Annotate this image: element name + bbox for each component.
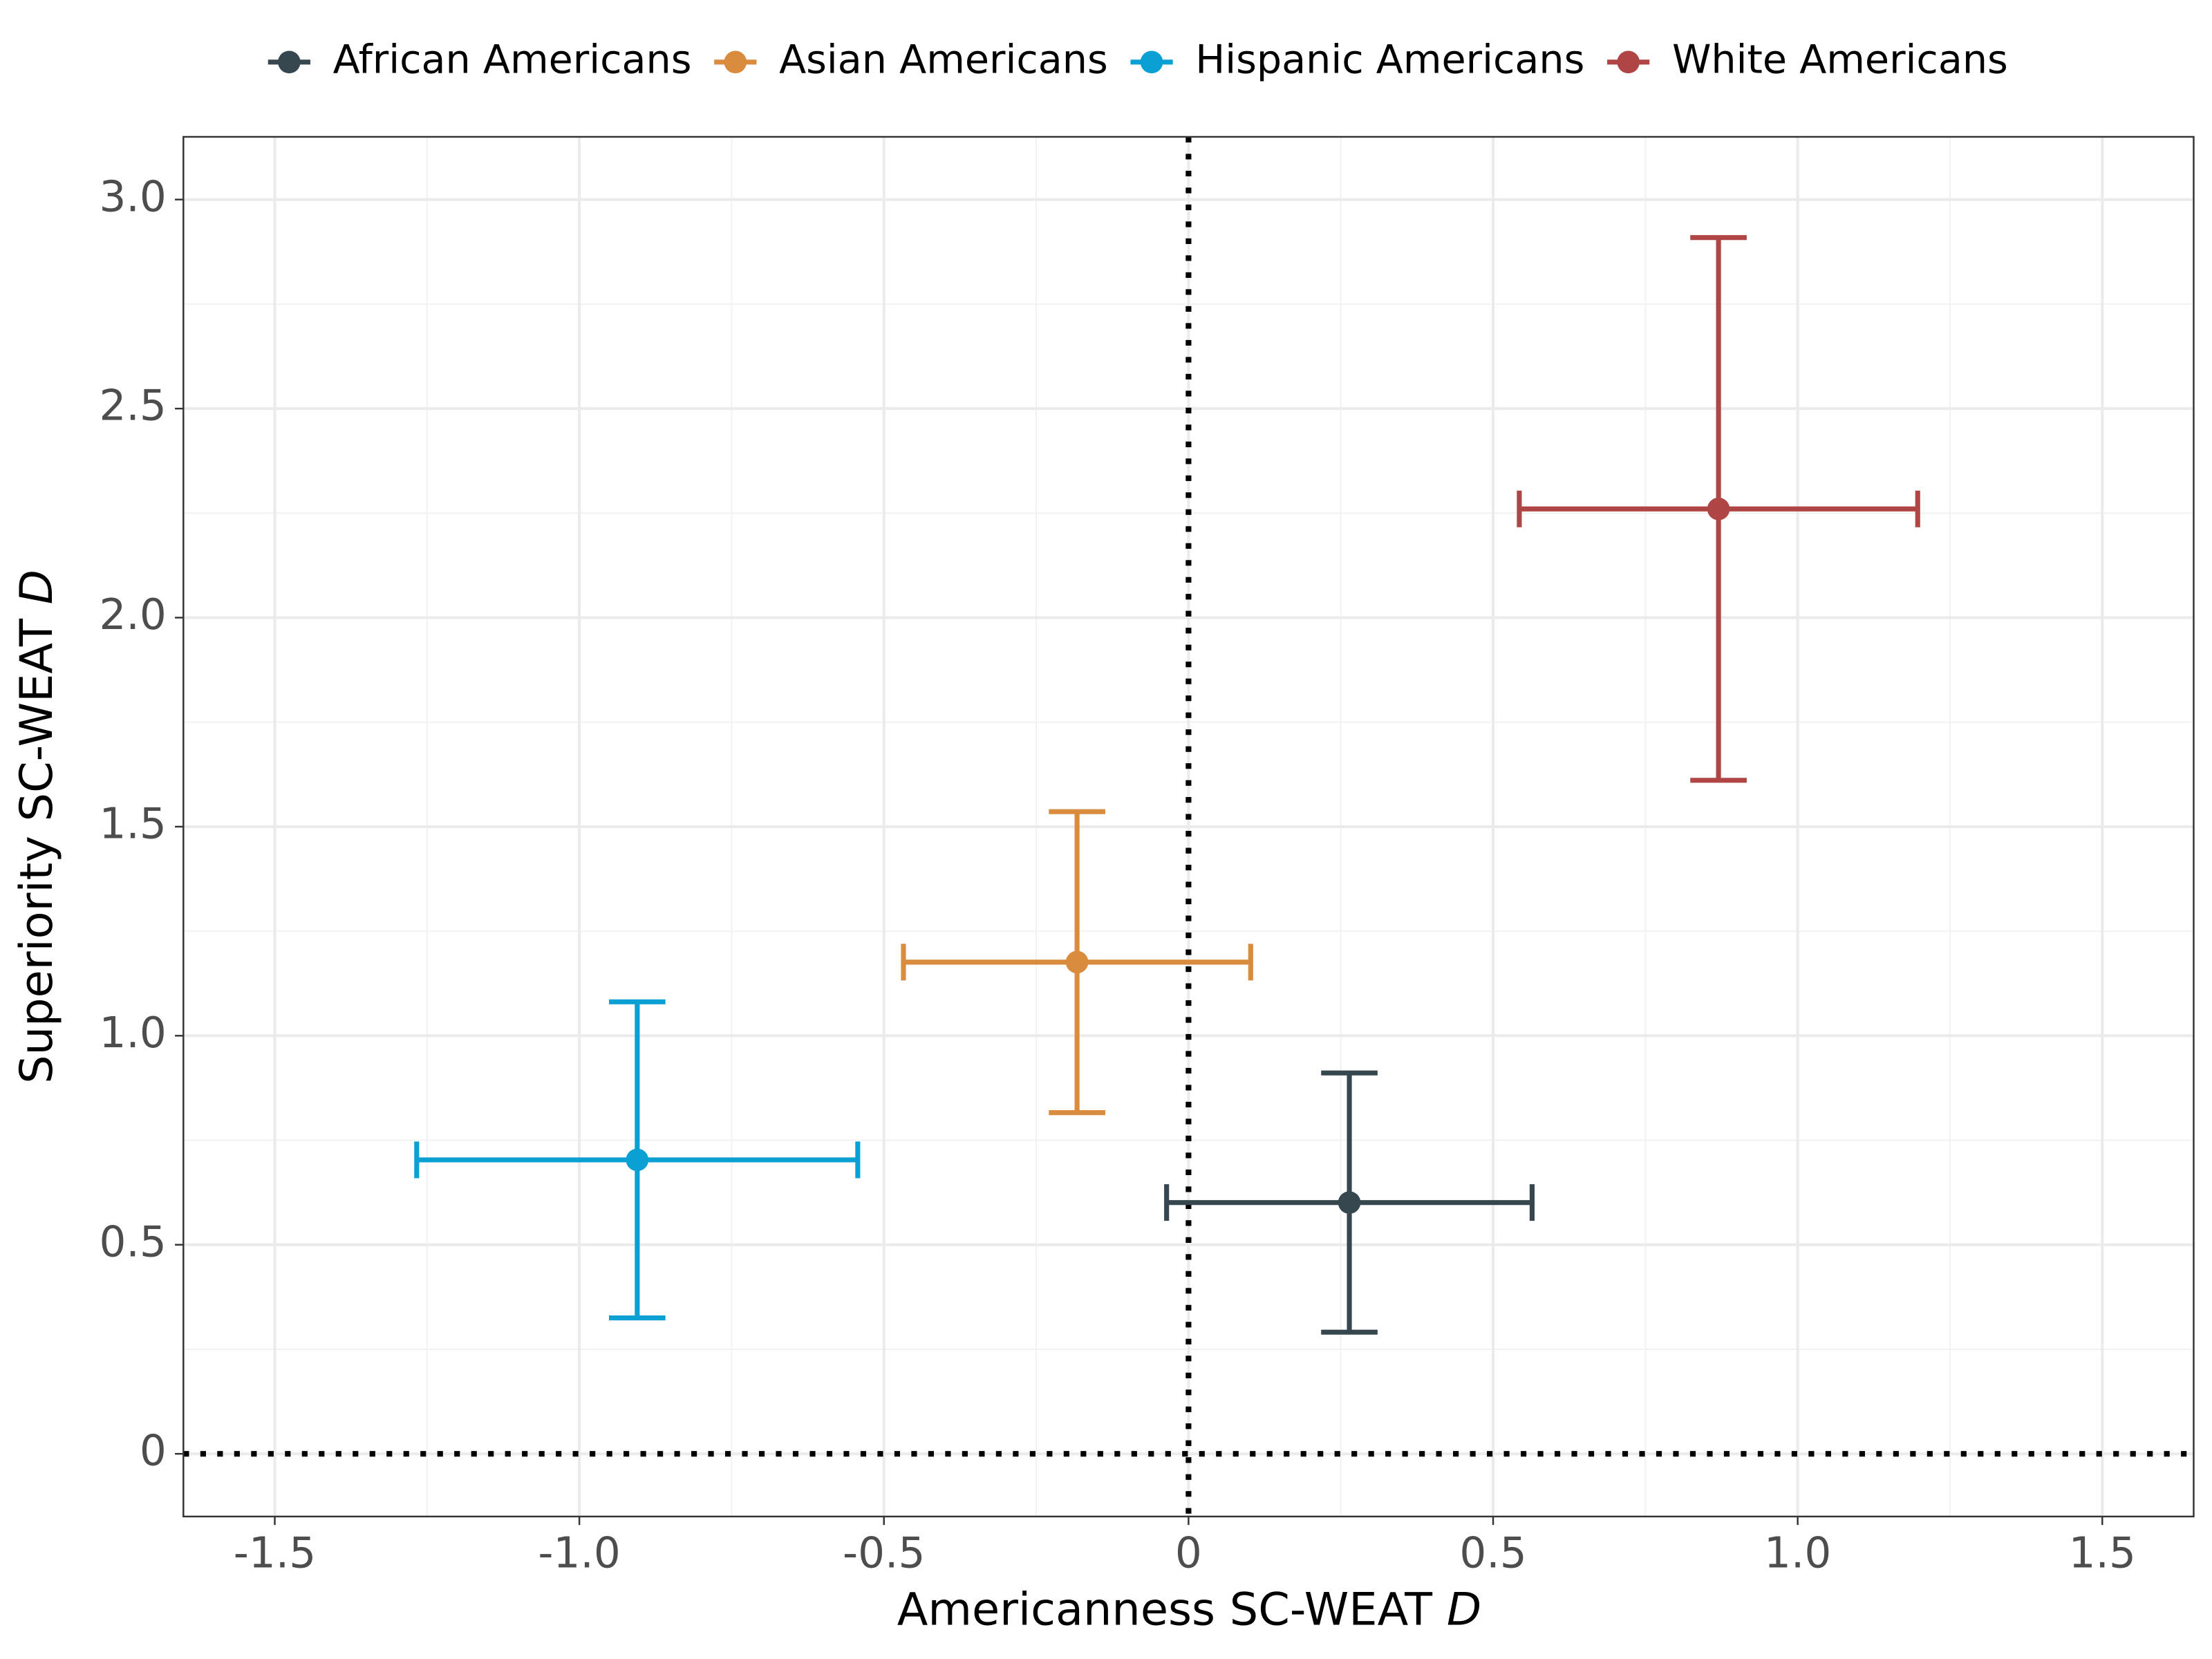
- y-axis-title: Superiority SC-WEAT D: [10, 570, 63, 1084]
- x-tick-label: -0.5: [843, 1529, 925, 1578]
- point: [1338, 1191, 1361, 1214]
- plot-border: [182, 135, 2195, 1518]
- y-tick-label: 0: [140, 1427, 167, 1476]
- plot: [183, 136, 2194, 1517]
- point: [626, 1148, 649, 1172]
- y-axis-title-symbol: D: [10, 570, 63, 604]
- legend-label: Hispanic Americans: [1195, 37, 1584, 82]
- legend-marker: [1617, 50, 1640, 74]
- legend-label: Asian Americans: [779, 37, 1108, 82]
- x-tick-label: 0: [1175, 1529, 1202, 1578]
- x-axis-title-symbol: D: [1447, 1584, 1481, 1636]
- x-tick-label: -1.0: [538, 1529, 620, 1578]
- y-tick-label: 2.5: [99, 382, 166, 431]
- x-axis-title: Americanness SC-WEAT D: [897, 1584, 1481, 1636]
- point: [1707, 497, 1730, 521]
- legend: African Americans Asian Americans Hispanic…: [268, 37, 2008, 82]
- legend-label: White Americans: [1672, 37, 2008, 82]
- y-axis-title-text: Superiority SC-WEAT: [10, 618, 63, 1084]
- point: [1065, 950, 1089, 974]
- y-tick-label: 0.5: [99, 1217, 166, 1266]
- y-tick-label: 3.0: [99, 172, 166, 221]
- x-tick-label: 1.5: [2069, 1529, 2136, 1578]
- legend-label: African Americans: [333, 37, 692, 82]
- legend-marker: [278, 50, 301, 74]
- x-tick-label: 1.0: [1764, 1529, 1831, 1578]
- legend-marker: [1140, 50, 1163, 74]
- x-tick-label: 0.5: [1459, 1529, 1526, 1578]
- y-tick-label: 1.0: [99, 1009, 166, 1058]
- legend-marker: [724, 50, 747, 74]
- x-tick-label: -1.5: [234, 1529, 316, 1578]
- y-tick-label: 2.0: [99, 590, 166, 639]
- x-axis-title-text: Americanness SC-WEAT: [897, 1584, 1433, 1636]
- y-tick-label: 1.5: [99, 800, 166, 849]
